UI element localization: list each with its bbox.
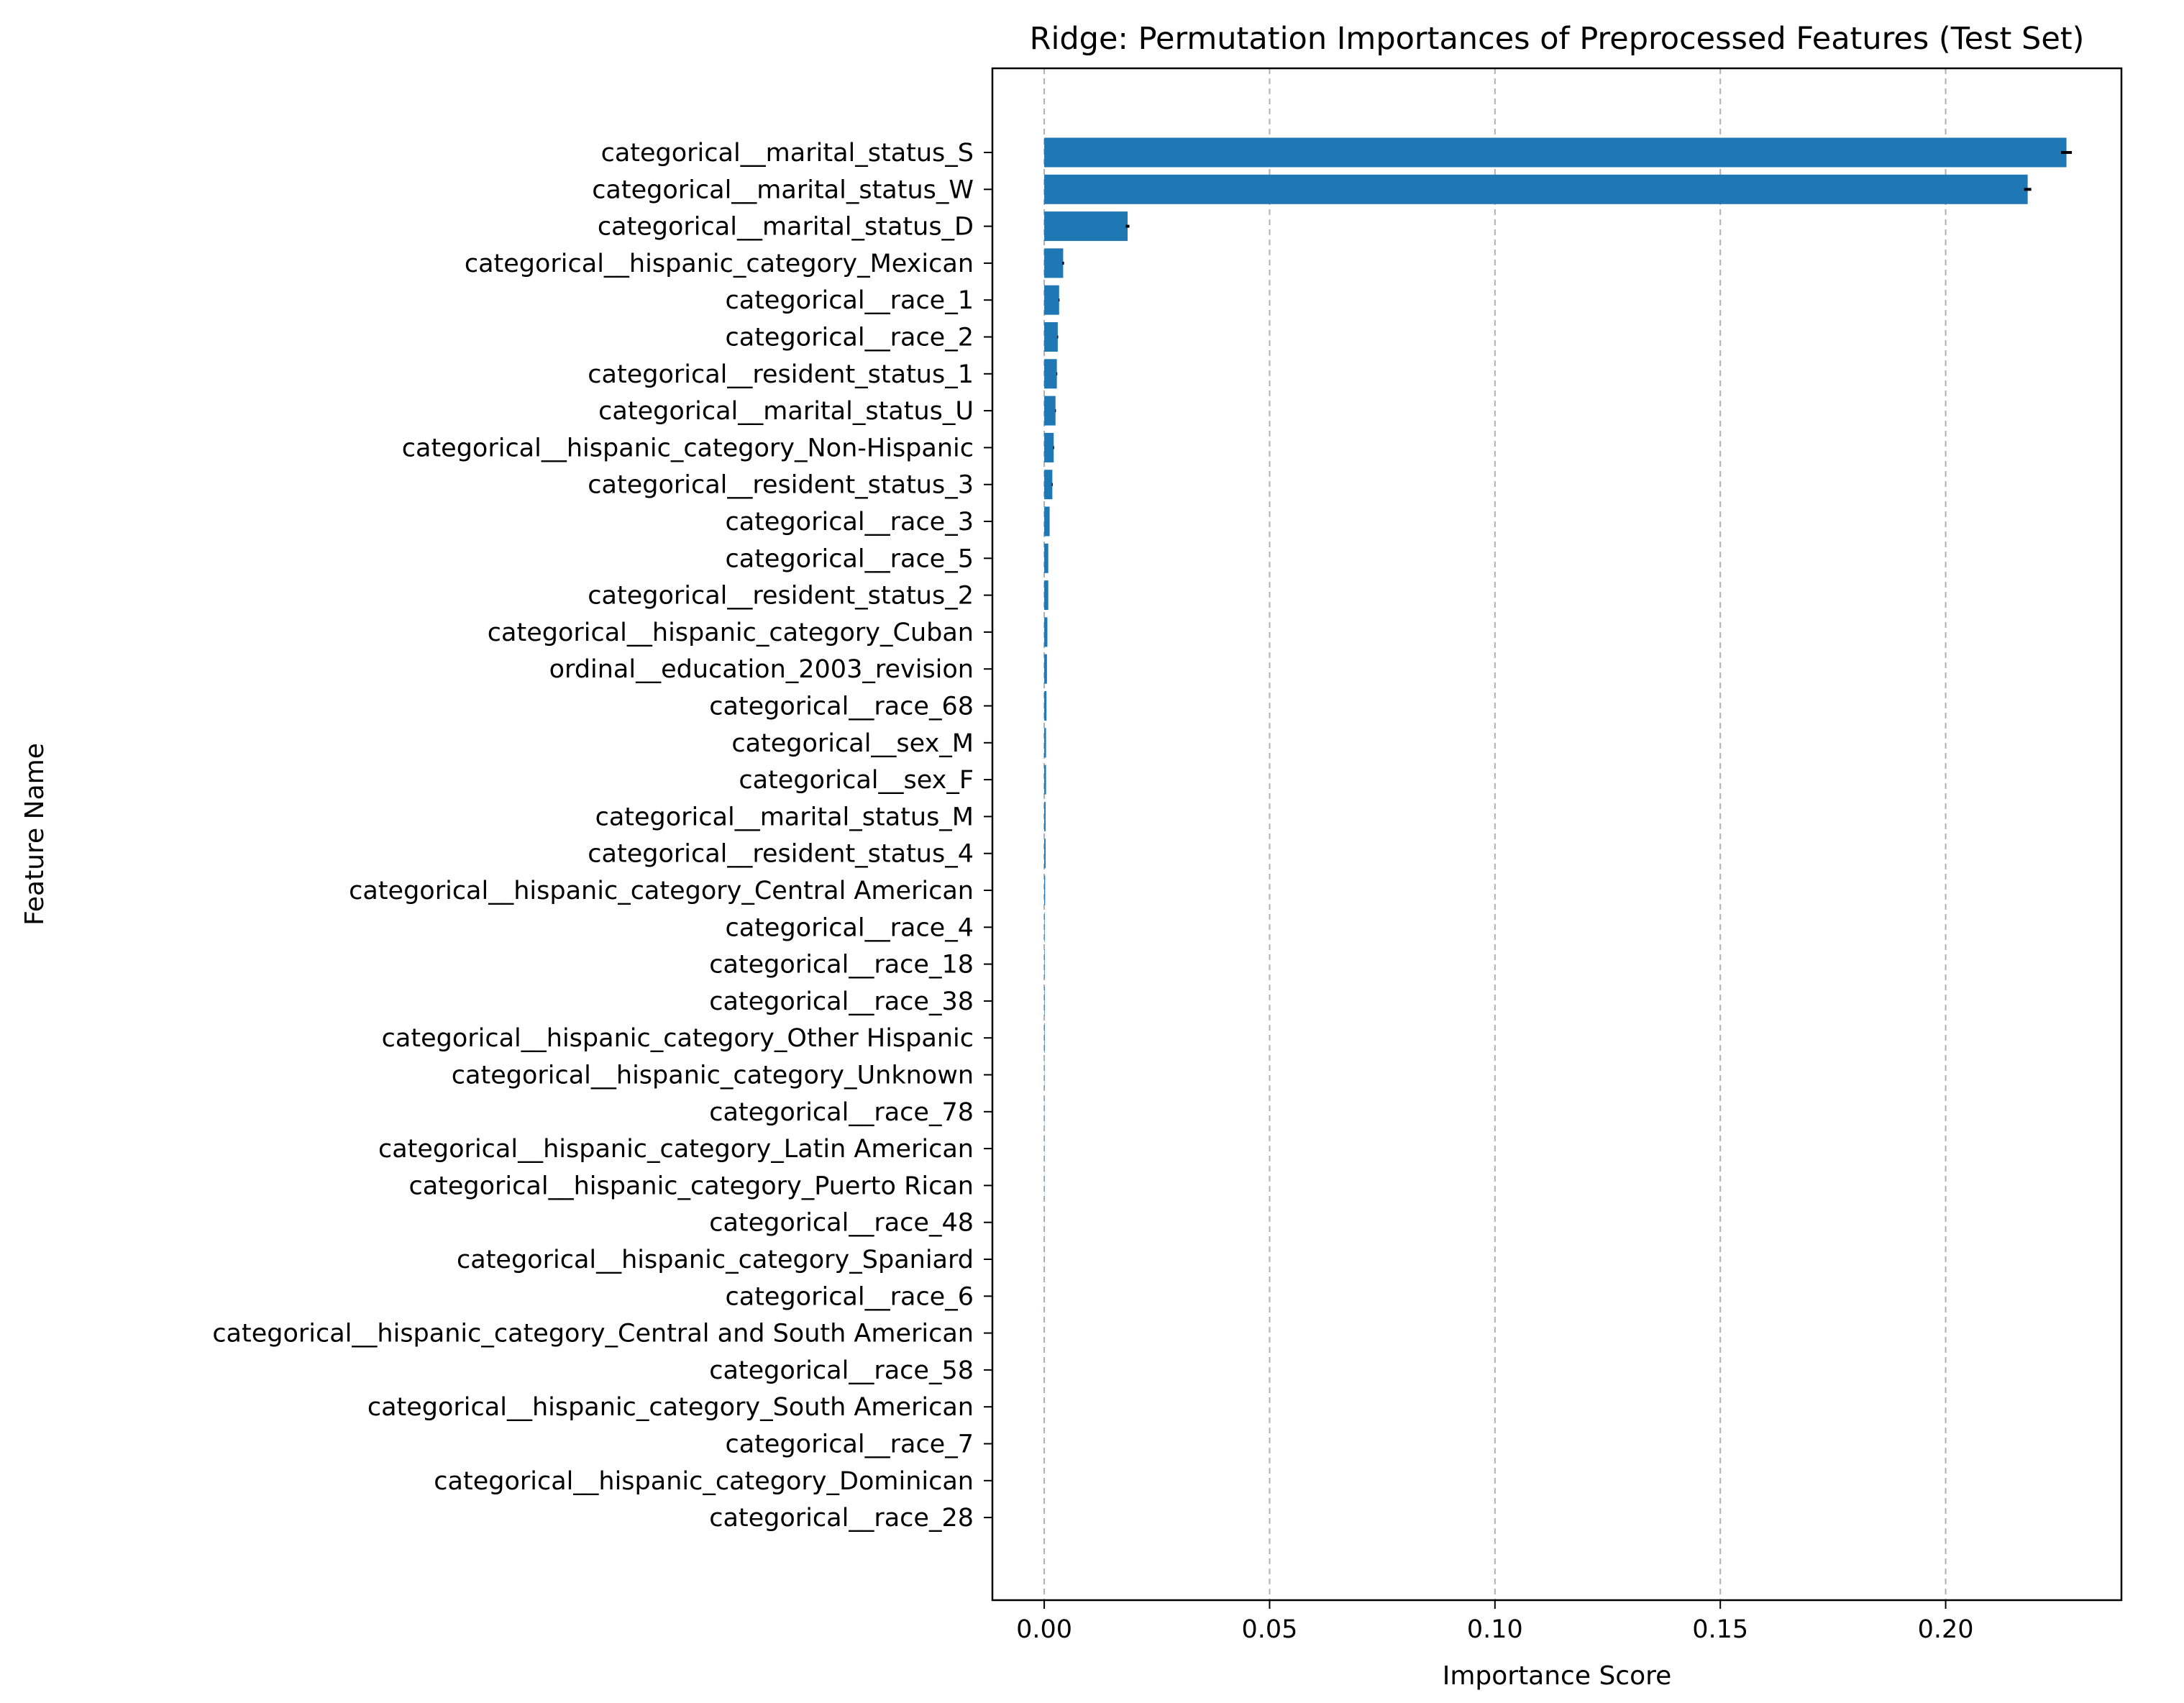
y-tick-label: categorical__resident_status_3 [588, 471, 974, 500]
y-tick-label: categorical__hispanic_category_Cuban [488, 618, 974, 647]
bar [1044, 322, 1058, 352]
y-tick-label: categorical__hispanic_category_Non-Hispa… [402, 434, 974, 462]
y-tick-label: categorical__marital_status_W [592, 175, 974, 204]
y-tick-label: categorical__hispanic_category_South Ame… [367, 1393, 974, 1422]
y-tick-label: categorical__hispanic_category_Central a… [212, 1320, 974, 1348]
y-tick-label: categorical__race_7 [726, 1430, 974, 1459]
x-tick-label: 0.05 [1241, 1615, 1297, 1644]
bar [1044, 912, 1045, 942]
y-tick-label: categorical__hispanic_category_Dominican [434, 1467, 974, 1496]
y-tick-label: categorical__race_3 [726, 508, 974, 537]
bar [1044, 839, 1046, 869]
bar [1044, 1023, 1045, 1053]
bar [1044, 248, 1064, 278]
y-tick-label: categorical__race_1 [726, 286, 974, 315]
x-ticks: 0.00 0.05 0.10 0.15 0.20 [1016, 1600, 1974, 1644]
y-tick-label: categorical__race_5 [726, 544, 974, 573]
y-axis-label: Feature Name [20, 743, 50, 926]
y-tick-label: categorical__marital_status_S [601, 139, 974, 168]
x-tick-label: 0.20 [1918, 1615, 1974, 1644]
y-tick-label: categorical__race_18 [709, 951, 974, 980]
x-tick-label: 0.10 [1467, 1615, 1523, 1644]
y-tick-label: categorical__race_68 [709, 693, 974, 721]
bar [1044, 211, 1128, 242]
y-tick-label: categorical__race_58 [709, 1356, 974, 1385]
y-tick-label: categorical__marital_status_D [598, 213, 974, 242]
y-tick-label: categorical__hispanic_category_Unknown [452, 1061, 974, 1090]
bar [1044, 580, 1048, 611]
bar [1044, 359, 1057, 389]
bar [1044, 543, 1048, 573]
y-tick-label: categorical__hispanic_category_Mexican [465, 250, 974, 278]
plot-frame [991, 67, 2123, 1602]
bar [1044, 949, 1045, 980]
bar [1044, 728, 1046, 758]
y-tick-label: categorical__resident_status_2 [588, 582, 974, 611]
y-tick-label: categorical__sex_F [739, 766, 974, 795]
y-tick-label: categorical__hispanic_category_Latin Ame… [378, 1135, 974, 1164]
bar [1044, 137, 2067, 168]
bar [1044, 654, 1047, 684]
chart-title: Ridge: Permutation Importances of Prepro… [1030, 21, 2085, 57]
bar [1044, 432, 1054, 462]
y-tick-label: categorical__hispanic_category_Spaniard [457, 1246, 974, 1274]
bar [1044, 875, 1046, 905]
x-axis-label: Importance Score [1443, 1661, 1672, 1691]
bar [1044, 396, 1056, 426]
y-tick-label: categorical__marital_status_U [598, 397, 974, 426]
bar [1044, 174, 2028, 204]
bar [1044, 617, 1048, 647]
error-layer [1051, 151, 2073, 486]
y-tick-label: categorical__race_48 [709, 1209, 974, 1238]
y-tick-label: categorical__hispanic_category_Other His… [382, 1024, 974, 1053]
y-tick-label: categorical__race_6 [726, 1282, 974, 1311]
y-tick-label: categorical__resident_status_1 [588, 360, 974, 389]
bar [1044, 506, 1050, 537]
y-tick-label: categorical__race_28 [709, 1504, 974, 1533]
y-tick-label: categorical__race_4 [726, 913, 974, 942]
y-tick-label: categorical__sex_M [731, 729, 974, 758]
y-tick-label: categorical__resident_status_4 [588, 840, 974, 869]
bar [1044, 470, 1053, 500]
y-tick-label: categorical__marital_status_M [595, 803, 974, 831]
bar [1044, 285, 1059, 315]
y-ticks: categorical__marital_status_S categorical… [212, 139, 992, 1533]
x-tick-label: 0.00 [1016, 1615, 1072, 1644]
bar [1044, 764, 1046, 795]
bar-layer [1044, 137, 2067, 1422]
y-tick-label: categorical__hispanic_category_Puerto Ri… [408, 1172, 974, 1200]
bar [1044, 801, 1046, 831]
x-tick-label: 0.15 [1692, 1615, 1748, 1644]
y-tick-label: categorical__race_2 [726, 324, 974, 352]
bar [1044, 691, 1047, 721]
bar [1044, 986, 1045, 1016]
y-tick-label: categorical__race_38 [709, 987, 974, 1016]
y-tick-label: categorical__hispanic_category_Central A… [349, 877, 974, 905]
y-tick-label: ordinal__education_2003_revision [549, 655, 974, 684]
y-tick-label: categorical__race_78 [709, 1098, 974, 1127]
